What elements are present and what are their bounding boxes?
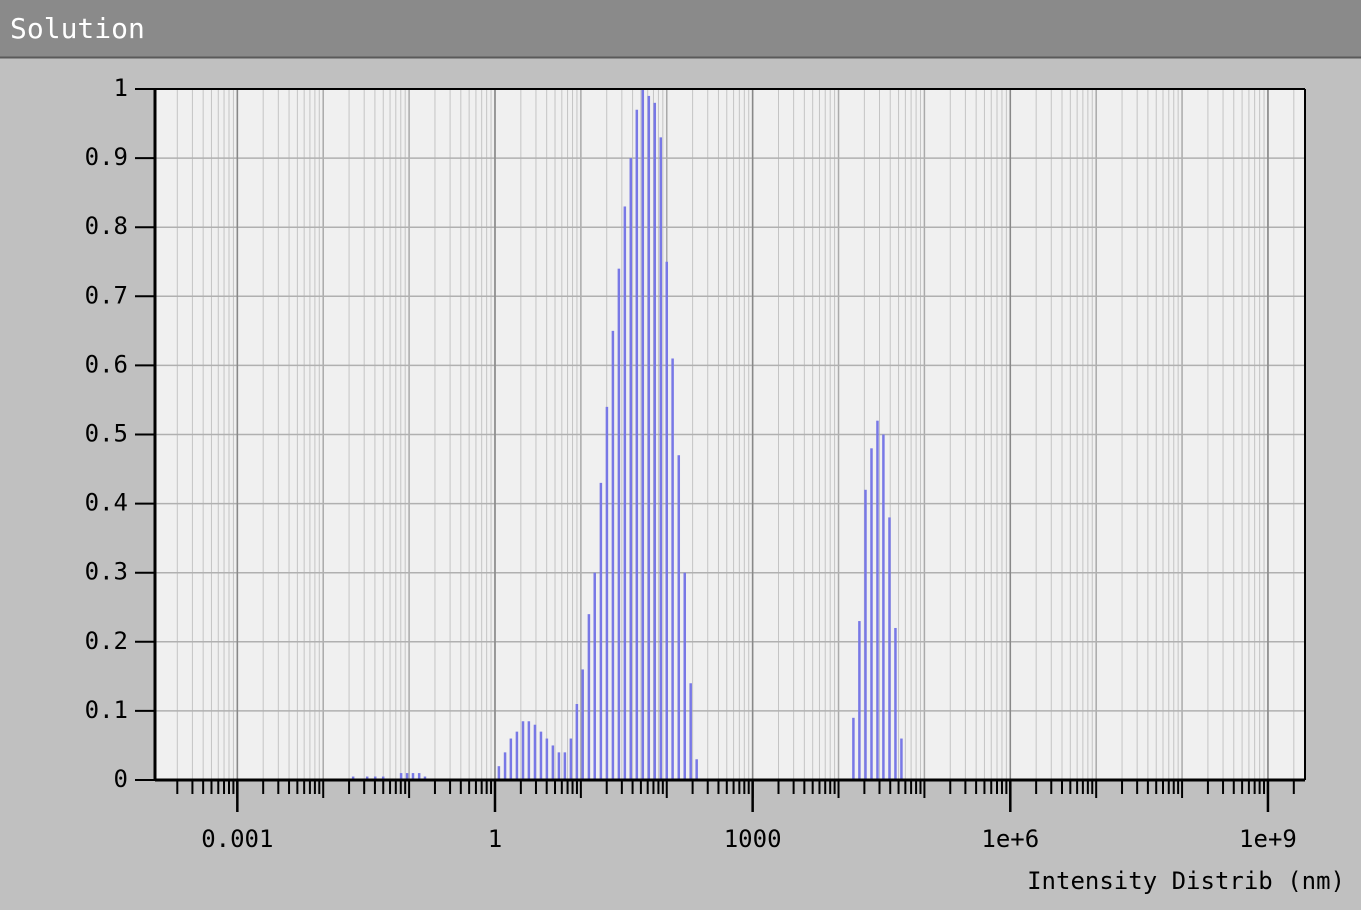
bar — [411, 773, 415, 780]
bar — [563, 752, 567, 780]
bar — [545, 738, 549, 780]
bar — [864, 489, 867, 780]
bar — [515, 731, 519, 780]
bar — [689, 683, 692, 780]
y-tick-label: 0.5 — [85, 420, 128, 448]
bar — [617, 268, 621, 780]
bar — [665, 261, 669, 780]
y-tick-label: 0.7 — [85, 281, 128, 309]
bar — [575, 703, 579, 780]
bar — [605, 406, 609, 780]
bar — [870, 448, 873, 780]
title-bar — [0, 0, 1361, 57]
x-tick-label: 0.001 — [201, 825, 273, 853]
bar — [533, 724, 537, 780]
bar — [581, 669, 584, 780]
bar — [373, 776, 377, 780]
bar — [551, 745, 555, 780]
y-tick-label: 0.3 — [85, 558, 128, 586]
y-tick-label: 0.2 — [85, 627, 128, 655]
bar — [888, 517, 891, 780]
bar — [569, 738, 573, 780]
y-tick-label: 0.4 — [85, 489, 128, 517]
bar — [599, 482, 603, 780]
bar — [635, 109, 639, 781]
x-tick-label: 1e+6 — [981, 825, 1039, 853]
x-tick-label: 1 — [488, 825, 502, 853]
bar — [876, 420, 879, 780]
bar — [381, 776, 385, 780]
bar — [405, 773, 409, 780]
bar — [351, 776, 355, 780]
bar — [882, 434, 885, 780]
bar — [587, 614, 591, 780]
bar — [497, 766, 501, 780]
x-tick-label: 1e+9 — [1239, 825, 1297, 853]
bar — [659, 137, 663, 780]
bar — [399, 773, 403, 780]
x-axis-label: Intensity Distrib (nm) — [1027, 867, 1345, 895]
bar — [365, 776, 369, 780]
bar — [647, 95, 651, 780]
bar — [503, 752, 507, 780]
y-tick-label: 0.6 — [85, 350, 128, 378]
y-tick-label: 1 — [114, 74, 128, 102]
bar — [894, 627, 897, 780]
bar — [611, 330, 615, 780]
bar — [527, 721, 531, 780]
bar — [417, 773, 421, 780]
bar — [695, 759, 698, 780]
bar — [593, 572, 596, 780]
bar — [623, 206, 627, 781]
bar — [539, 731, 543, 780]
bar — [557, 752, 561, 780]
bar — [677, 455, 681, 780]
y-tick-label: 0 — [114, 765, 128, 793]
bar — [653, 102, 657, 780]
bar — [423, 776, 427, 780]
y-tick-label: 0.8 — [85, 212, 128, 240]
bar — [858, 621, 861, 780]
bar — [852, 717, 855, 780]
bar — [641, 89, 645, 780]
bar — [671, 358, 674, 780]
bar — [683, 572, 687, 780]
bar — [509, 738, 513, 780]
chart-title: Solution — [10, 12, 145, 45]
y-tick-label: 0.9 — [85, 143, 128, 171]
bar — [521, 721, 525, 780]
bar — [900, 738, 903, 780]
bar — [629, 158, 633, 781]
y-tick-label: 0.1 — [85, 696, 128, 724]
x-tick-label: 1000 — [724, 825, 782, 853]
